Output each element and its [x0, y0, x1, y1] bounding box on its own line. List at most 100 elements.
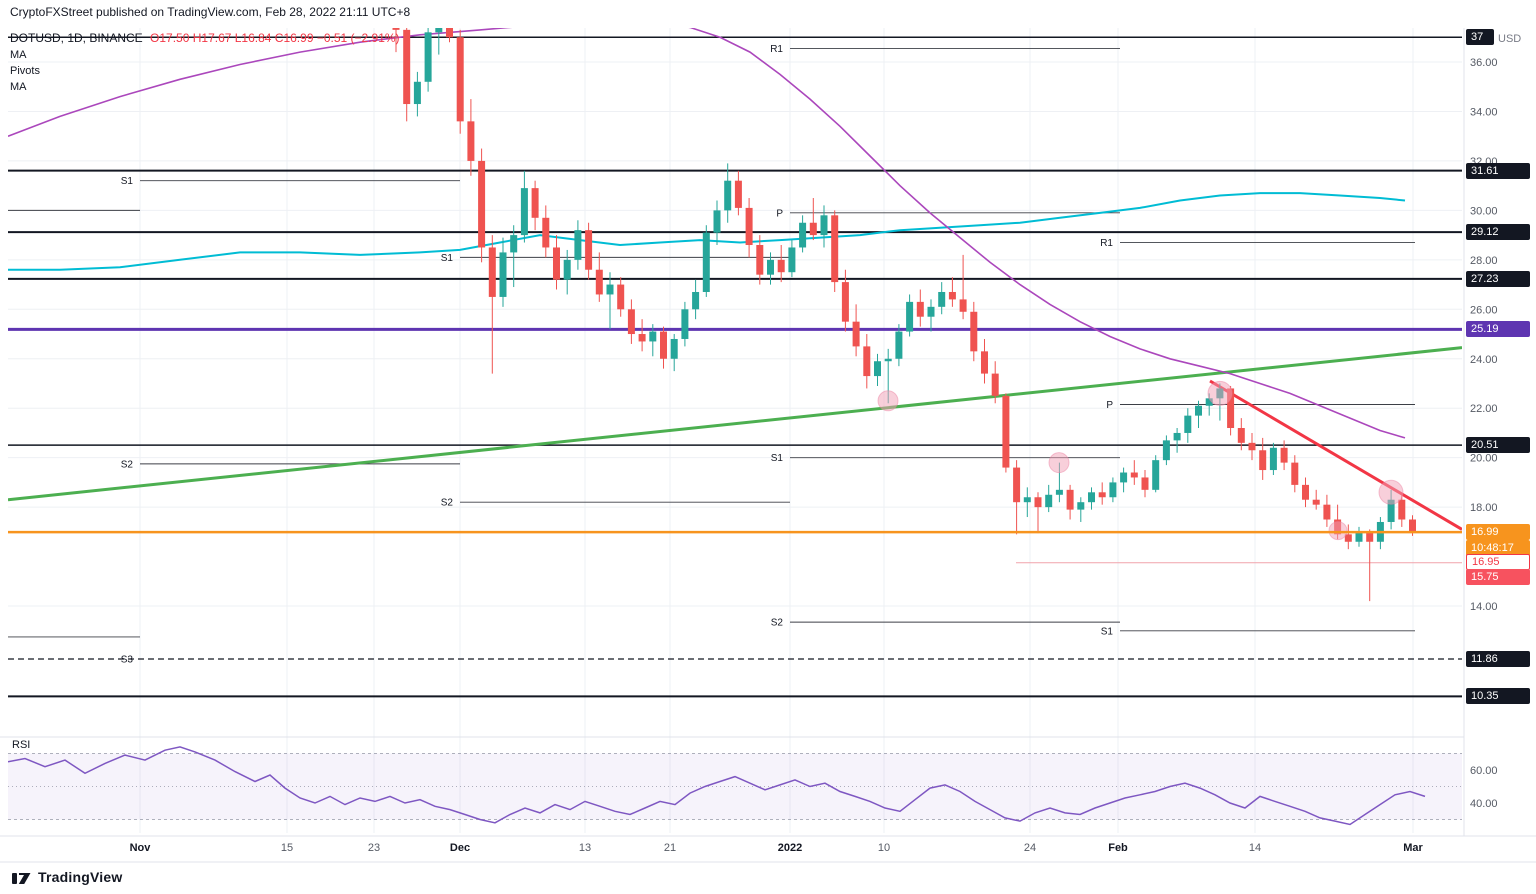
tradingview-wordmark[interactable]: TradingView	[38, 869, 123, 885]
candle-body	[841, 282, 849, 322]
candle-body	[531, 188, 539, 218]
pivot-label: S1	[441, 253, 454, 264]
indicator-ma-2[interactable]: MA	[10, 81, 27, 93]
candle-body	[724, 180, 732, 211]
candle-body	[938, 291, 946, 307]
price-label-10.35: 10.35	[1466, 688, 1530, 704]
candle-body	[1366, 531, 1374, 542]
rsi-axis-label: 40.00	[1470, 798, 1498, 810]
candle-body	[606, 284, 614, 295]
price-axis-label: 14.00	[1470, 601, 1498, 613]
candle-body	[820, 215, 828, 236]
price-axis-label: 34.00	[1470, 106, 1498, 118]
price-label-16.95: 16.95	[1466, 554, 1530, 570]
price-axis-label: 24.00	[1470, 354, 1498, 366]
symbol-title[interactable]: DOTUSD, 1D, BINANCE	[10, 31, 143, 45]
candle-body	[1120, 472, 1128, 483]
candle-body	[1098, 492, 1106, 498]
pivot-label: R1	[1100, 238, 1113, 249]
candle-body	[788, 247, 796, 273]
candle-body	[756, 245, 764, 275]
candle-body	[435, 28, 443, 33]
candle-body	[403, 29, 411, 105]
candle-body	[1162, 440, 1170, 461]
price-axis-label: 20.00	[1470, 453, 1498, 465]
candle-body	[1173, 432, 1181, 441]
candle-body	[1323, 504, 1331, 520]
pivot-label: S1	[771, 453, 784, 464]
rsi-pane[interactable]	[8, 746, 1462, 826]
candle-body	[1205, 398, 1213, 406]
chart-legend: DOTUSD, 1D, BINANCE O17.50 H17.67 L16.84…	[10, 31, 400, 93]
price-axis-label: 22.00	[1470, 403, 1498, 415]
candle-body	[1259, 450, 1267, 471]
time-axis-label: 10	[878, 842, 890, 854]
candle-body	[1088, 492, 1095, 503]
candle-body	[702, 232, 710, 292]
candle-body	[542, 217, 550, 248]
trendline-descending[interactable]	[1209, 379, 1462, 531]
time-axis-label: 2022	[778, 842, 802, 854]
pivot-label: S2	[771, 618, 784, 629]
candle-body	[809, 222, 817, 236]
ma-cyan-line[interactable]	[8, 192, 1406, 271]
candle-body	[563, 259, 571, 280]
candle-body	[617, 284, 625, 310]
rsi-indicator-label[interactable]: RSI	[12, 739, 31, 751]
candle-body	[1387, 499, 1395, 522]
candle-body	[1130, 472, 1138, 478]
candle-body	[863, 346, 871, 377]
time-axis-label: Dec	[450, 842, 470, 854]
candle-body	[1355, 531, 1363, 542]
candle-body	[799, 222, 807, 248]
candle-body	[895, 331, 903, 359]
price-axis-label: 30.00	[1470, 205, 1498, 217]
candle-body	[916, 301, 924, 317]
candle-body	[948, 291, 956, 300]
candle-body	[745, 207, 753, 246]
pivot-label: S3	[121, 654, 134, 665]
publish-attribution: CryptoFXStreet published on TradingView.…	[10, 5, 411, 19]
pivot-label: S2	[441, 498, 454, 509]
candle-body	[670, 338, 678, 359]
candle-body	[456, 37, 464, 122]
candle-body	[852, 321, 860, 347]
candle-body	[734, 180, 742, 208]
pivot-marker	[1328, 521, 1348, 541]
legend-main-row: DOTUSD, 1D, BINANCE O17.50 H17.67 L16.84…	[10, 31, 400, 45]
candle-body	[660, 331, 667, 359]
candle-body	[874, 361, 881, 377]
rsi-axis-label: 60.00	[1470, 765, 1498, 777]
trendline-ascending[interactable]	[8, 346, 1462, 502]
ma-purple-line[interactable]	[8, 22, 1406, 439]
indicator-pivots[interactable]: Pivots	[10, 65, 40, 77]
candle-body	[959, 299, 967, 312]
candle-body	[777, 259, 785, 273]
candle-body	[627, 309, 635, 335]
footer: TradingView	[12, 869, 122, 885]
time-axis-label: 14	[1249, 842, 1261, 854]
pivot-label: R1	[770, 44, 783, 55]
price-pane[interactable]: S1 S2 S3 S1 S2 R1 P S1 S2 R1 P S1	[8, 0, 1462, 698]
candle-body	[1055, 489, 1063, 495]
candle-body	[595, 269, 603, 295]
tradingview-logo-icon[interactable]	[12, 870, 31, 885]
candle-body	[1002, 395, 1010, 468]
candle-body	[553, 247, 560, 280]
price-axis-label: 18.00	[1470, 502, 1498, 514]
time-axis-label: 23	[368, 842, 380, 854]
candle-body	[392, 28, 400, 30]
candle-body	[638, 334, 646, 342]
rsi-line[interactable]	[8, 746, 1426, 826]
price-axis[interactable]: 37 31.61 29.12 27.23 25.19 20.51 16.99 10:48:17…	[1464, 0, 1536, 894]
price-label-37: 37	[1466, 29, 1494, 45]
candle-body	[1034, 497, 1042, 508]
pivot-label: P	[1106, 400, 1113, 411]
candle-body	[1312, 499, 1320, 505]
candle-body	[884, 358, 892, 362]
candle-body	[906, 301, 914, 332]
indicator-ma-1[interactable]: MA	[10, 49, 27, 61]
candle-body	[510, 235, 518, 253]
candle-body	[1269, 447, 1277, 471]
